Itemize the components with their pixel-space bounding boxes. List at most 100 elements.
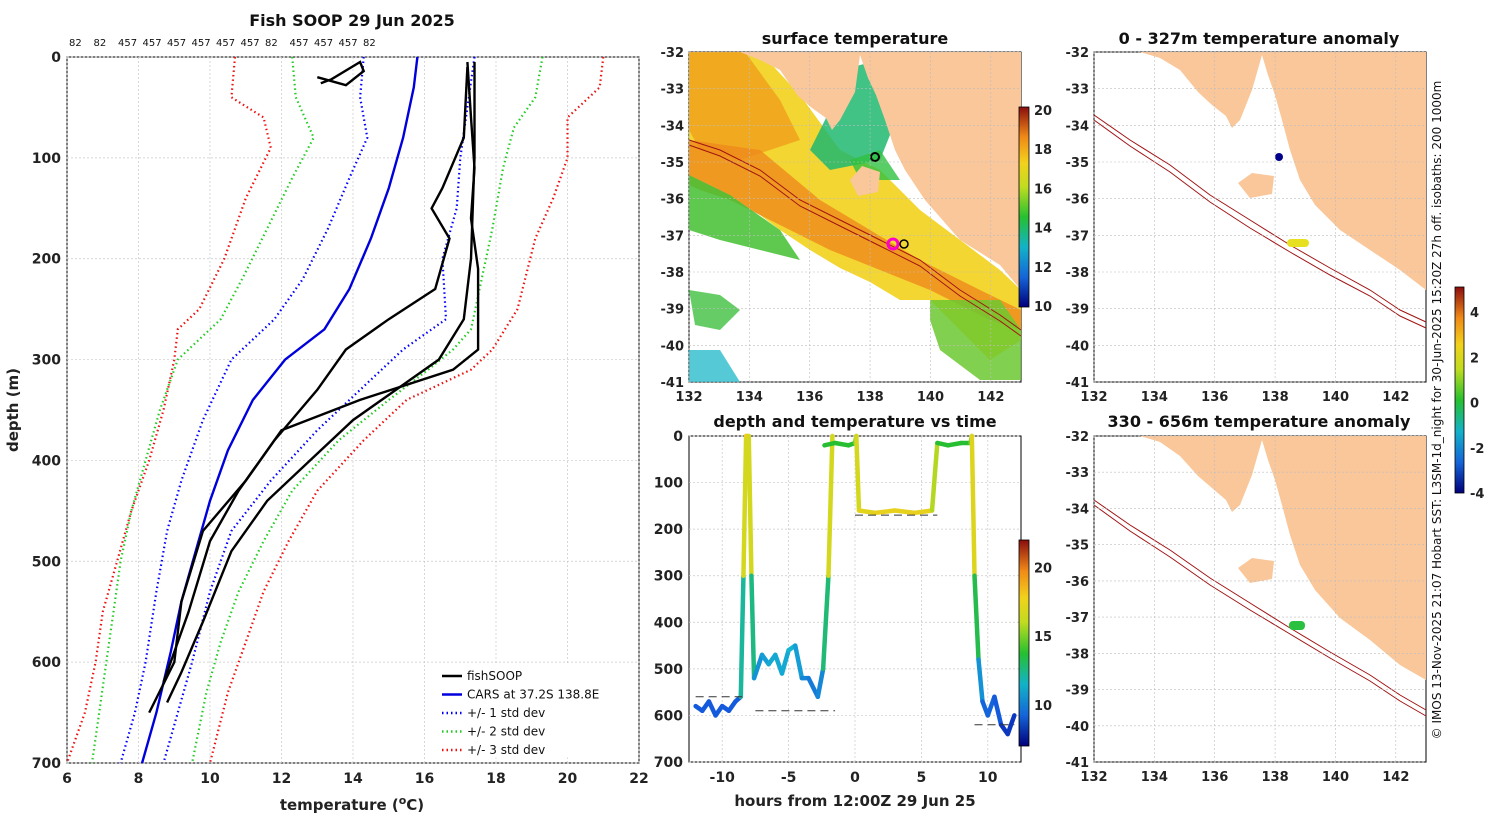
map-y-tick: -35	[1066, 539, 1090, 554]
map-x-tick: 138	[857, 390, 884, 405]
timeplot-segment	[892, 508, 918, 516]
timeplot-x-tick: -10	[710, 770, 736, 786]
profile-legend: fishSOOP CARS at 37.2S 138.8E +/- 1 std de…	[436, 664, 632, 758]
map-x-tick: 140	[1322, 770, 1349, 785]
profile-top-count: 457	[314, 38, 333, 49]
map-x-tick: 136	[796, 390, 823, 405]
profile-top-count: 457	[192, 38, 211, 49]
timeplot-segment	[1005, 713, 1017, 737]
timeplot-x-tick: 5	[917, 770, 927, 786]
profile-series-line	[162, 67, 469, 683]
map-y-tick: -37	[661, 229, 685, 244]
anom1-isobaths	[1093, 114, 1427, 329]
map-x-tick: 134	[1141, 770, 1168, 785]
map-x-tick: 132	[1080, 770, 1107, 785]
profile-x-tick: 12	[272, 771, 291, 787]
colorbar-tick: 12	[1034, 261, 1052, 276]
map-x-tick: 138	[1262, 390, 1289, 405]
colorbar-tick: 2	[1470, 351, 1479, 366]
map-x-tick: 138	[1262, 770, 1289, 785]
map-y-tick: -40	[1066, 339, 1090, 354]
profile-x-tick: 10	[200, 771, 220, 787]
sst-land	[740, 52, 1021, 290]
map-y-tick: -35	[661, 156, 685, 171]
anom1-ticks: 132 134 136 138 140 142 -32 -33 -34 -35 -36 -37 -38 -…	[1066, 46, 1426, 405]
legend-label: +/- 2 std dev	[467, 725, 545, 739]
timeplot-segment	[912, 508, 935, 516]
legend-label: +/- 1 std dev	[467, 706, 545, 720]
profile-top-counts: 82 82 457 457 457 457 457 457 82 457 457 457 82	[69, 38, 376, 49]
timeplot-series	[693, 433, 1017, 737]
colorbar-tick: 0	[1470, 397, 1479, 412]
profile-x-tick: 8	[134, 771, 144, 787]
profile-x-tick: 6	[62, 771, 72, 787]
anom2-point	[1289, 621, 1305, 630]
map-y-tick: -41	[1066, 376, 1090, 391]
timeplot-segment	[779, 647, 791, 676]
map-x-tick: 134	[1141, 390, 1168, 405]
profile-top-count: 457	[216, 38, 235, 49]
profile-y-tick: 0	[51, 50, 61, 66]
profile-y-tick: 600	[32, 655, 61, 671]
colorbar-tick: 14	[1034, 222, 1052, 237]
timeplot-segment	[738, 573, 746, 700]
profile-y-tick: 500	[32, 554, 61, 570]
sst-isobaths	[688, 139, 1022, 337]
sst-markers	[870, 152, 909, 251]
map-x-tick: 132	[675, 390, 702, 405]
map-x-tick: 142	[977, 390, 1004, 405]
timeplot-y-tick: 200	[654, 522, 683, 538]
timeplot-segment	[815, 666, 826, 700]
profile-top-count: 82	[69, 38, 82, 49]
anom1-point-north	[1275, 153, 1283, 161]
profile-top-count: 82	[94, 38, 107, 49]
profile-y-label: depth (m)	[4, 368, 22, 452]
sst-colorbar	[1018, 106, 1030, 308]
timeplot-segment	[751, 652, 765, 681]
profile-y-tick: 400	[32, 453, 61, 469]
timeplot-x-tick: 0	[850, 770, 860, 786]
profile-series-line	[191, 56, 544, 764]
profile-top-count: 457	[241, 38, 260, 49]
timeplot-segment	[792, 643, 805, 681]
profile-top-count: 457	[118, 38, 137, 49]
map-y-tick: -39	[1066, 303, 1090, 318]
anom2-isobaths	[1093, 499, 1427, 717]
profile-top-count: 457	[143, 38, 162, 49]
timeplot-x-label: hours from 12:00Z 29 Jun 25	[734, 792, 975, 810]
colorbar-tick: 4	[1470, 306, 1479, 321]
profile-title: Fish SOOP 29 Jun 2025	[249, 11, 455, 30]
profile-series-line	[208, 56, 605, 764]
map-y-tick: -39	[661, 303, 685, 318]
profile-y-tick: 300	[32, 353, 61, 369]
colorbar-tick: 16	[1034, 182, 1052, 197]
profile-grid	[66, 56, 640, 764]
colorbar-tick: 15	[1034, 630, 1052, 645]
timeplot-grid	[689, 435, 1021, 763]
profile-top-count: 457	[339, 38, 358, 49]
colorbar-tick: -2	[1470, 442, 1484, 457]
map-x-tick: 142	[1382, 770, 1409, 785]
map-y-tick: -37	[1066, 611, 1090, 626]
map-y-tick: -36	[1066, 575, 1090, 590]
profile-x-tick: 22	[629, 771, 648, 787]
sst-field	[689, 52, 1021, 382]
legend-label: CARS at 37.2S 138.8E	[467, 688, 599, 702]
map-x-tick: 136	[1201, 770, 1228, 785]
legend-label: fishSOOP	[467, 669, 522, 683]
map-y-tick: -33	[1066, 83, 1090, 98]
anom1-point-south	[1287, 239, 1309, 247]
timeplot-segment	[872, 508, 898, 516]
map-y-tick: -36	[661, 193, 685, 208]
timeplot-segment	[746, 433, 754, 578]
map-y-tick: -34	[1066, 502, 1090, 517]
anom1-land	[1140, 52, 1426, 290]
timeplot-segment	[826, 433, 835, 578]
timeplot-x-tick: -5	[781, 770, 797, 786]
timeplot-segment	[976, 657, 985, 704]
timeplot-segment	[929, 440, 940, 513]
timeplot-segment	[992, 694, 1004, 727]
map-y-tick: -38	[1066, 647, 1090, 662]
anomaly-colorbar-ticks: -4 -2 0 2 4	[1470, 306, 1484, 502]
